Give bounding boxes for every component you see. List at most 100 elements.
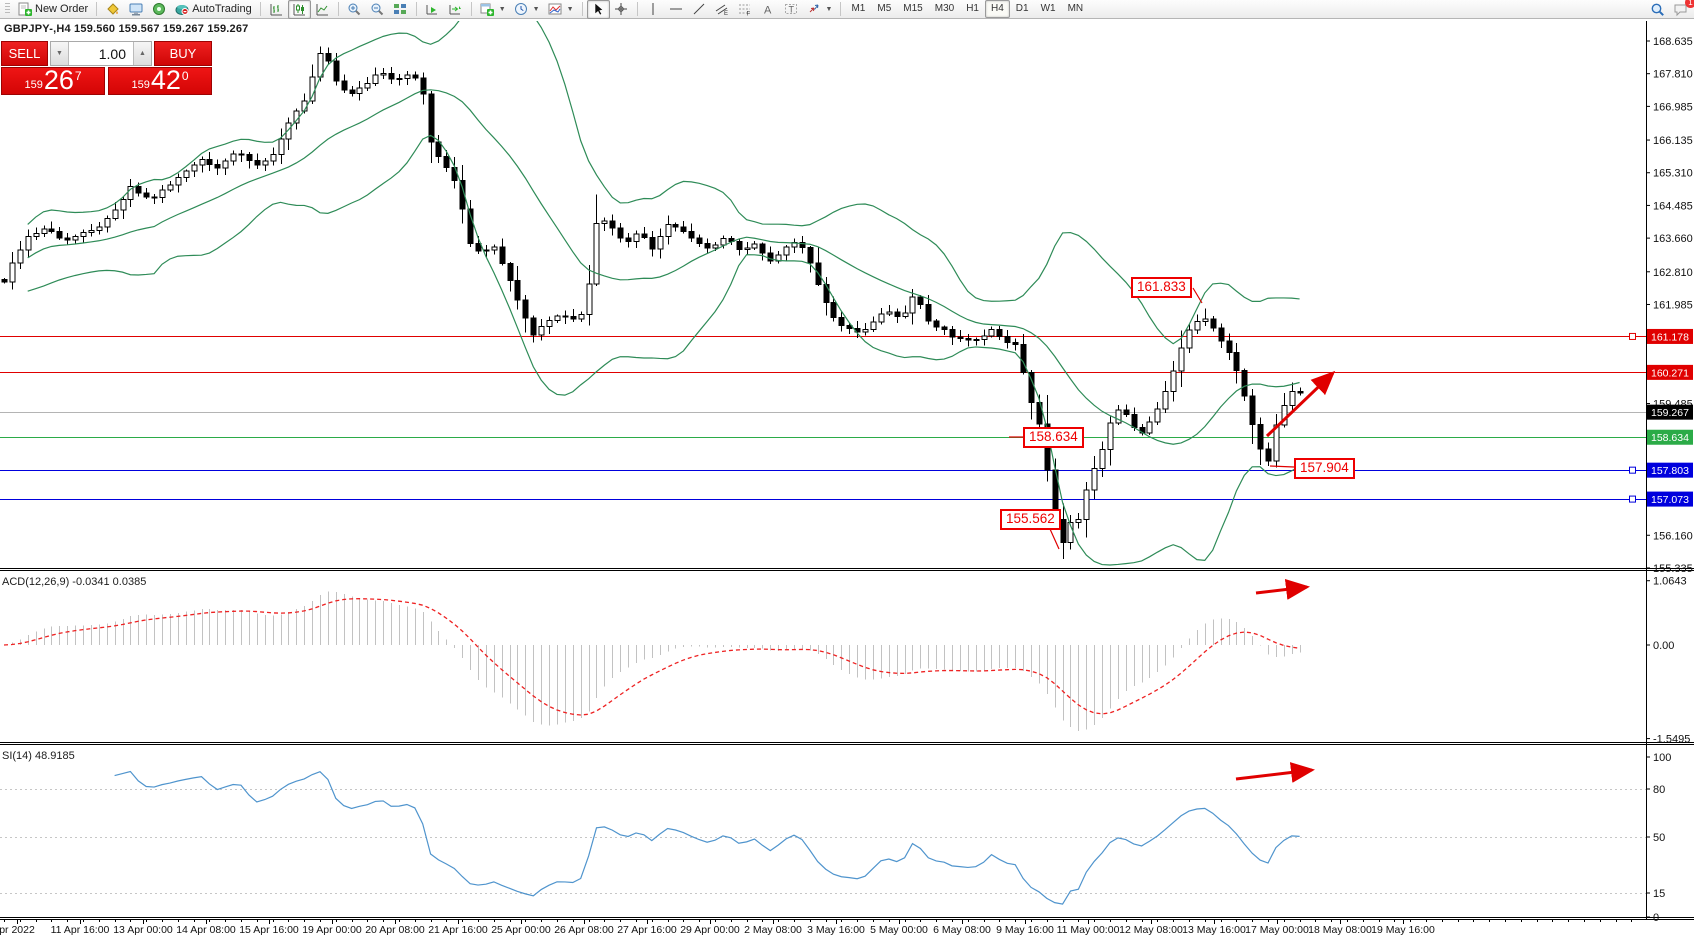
autotrading-button[interactable]: AutoTrading: [170, 0, 256, 19]
timeframe-button-w1[interactable]: W1: [1040, 3, 1056, 14]
trendline-icon: [692, 2, 707, 17]
periods-button[interactable]: ▼: [510, 0, 544, 19]
timeframe-button-d1[interactable]: D1: [1015, 3, 1029, 14]
price-annotation-box[interactable]: 157.904: [1294, 458, 1355, 479]
trendline-button[interactable]: [688, 0, 711, 19]
search-button[interactable]: [1646, 0, 1669, 19]
sell-button[interactable]: SELL: [1, 41, 48, 66]
line-handle[interactable]: [1629, 332, 1636, 340]
price-annotation-box[interactable]: 158.634: [1023, 427, 1084, 448]
dropdown-caret: ▼: [532, 5, 540, 13]
bollinger-bands: [27, 21, 1300, 566]
trend-arrow: [1235, 762, 1315, 783]
chart-line-button[interactable]: [311, 0, 334, 19]
toolbar: New Order AutoTrading ▼ ▼ ▼: [0, 0, 1694, 19]
rsi-tick-label: 50: [1653, 832, 1665, 844]
sell-price[interactable]: 159 26 7: [1, 67, 105, 95]
fibonacci-button[interactable]: F: [734, 0, 757, 19]
auto-scroll-button[interactable]: [421, 0, 444, 19]
buy-price-prefix: 159: [131, 79, 150, 91]
price-tick-label: 162.810: [1653, 267, 1693, 279]
svg-text:T: T: [789, 5, 795, 15]
timeframe-button-h1[interactable]: H1: [966, 3, 979, 14]
macd-label: ACD(12,26,9) -0.0341 0.0385: [2, 576, 147, 588]
time-axis-label: 17 May 00:00: [1245, 924, 1309, 936]
cursor-button[interactable]: [586, 0, 610, 19]
time-axis-label: 29 Apr 00:00: [680, 924, 740, 936]
arrows-button[interactable]: ▼: [803, 0, 837, 19]
signals-button[interactable]: [147, 0, 170, 19]
horizontal-price-lines[interactable]: [0, 336, 1646, 500]
macd-tick-label: -1.5495: [1653, 734, 1690, 746]
cursor-icon: [591, 2, 606, 17]
separator: [636, 2, 638, 16]
time-axis-label: 6 May 08:00: [933, 924, 991, 936]
zoom-out-button[interactable]: [366, 0, 389, 19]
time-axis-label: 11 Apr 16:00: [51, 924, 110, 936]
price-annotation-box[interactable]: 161.833: [1131, 277, 1192, 298]
horizontal-line-button[interactable]: [665, 0, 688, 19]
chart-canvas[interactable]: 168.635 167.810 166.985 166.135 165.310 164.4…: [0, 20, 1694, 939]
time-axis-label: 25 Apr 00:00: [491, 924, 551, 936]
templates-button[interactable]: ▼: [544, 0, 578, 19]
text-button[interactable]: A: [757, 0, 780, 19]
styles-button[interactable]: [101, 0, 124, 19]
new-order-button[interactable]: New Order: [13, 0, 92, 19]
bar-chart-icon: [269, 2, 284, 17]
volume-stepper: ▼ 1.00 ▲: [50, 41, 152, 66]
buy-price[interactable]: 159 42 0: [108, 67, 212, 95]
indicator-axes: 1.0643 0.00 -1.5495 100 80 50 15 0: [1646, 576, 1690, 924]
zoom-in-button[interactable]: [343, 0, 366, 19]
channel-button[interactable]: E: [711, 0, 734, 19]
text-label-button[interactable]: T: [780, 0, 803, 19]
time-axis-label: 13 Apr 00:00: [113, 924, 173, 936]
timeframe-button-m15[interactable]: M15: [903, 3, 923, 14]
axis-price-flag: [1647, 491, 1693, 507]
price-tick-label: 165.310: [1653, 168, 1693, 180]
volume-value[interactable]: 1.00: [98, 45, 126, 62]
macd-histogram: [12, 591, 1301, 732]
time-axis-label: 19 May 16:00: [1371, 924, 1435, 936]
buy-price-big: 42: [150, 65, 181, 95]
price-tick-label: 156.160: [1653, 530, 1693, 542]
chart-window[interactable]: 168.635 167.810 166.985 166.135 165.310 164.4…: [0, 20, 1694, 939]
text-label-icon: T: [784, 2, 799, 17]
price-tick-label: 161.985: [1653, 299, 1693, 311]
chart-candles-button[interactable]: [287, 0, 311, 19]
chart-shift-button[interactable]: [444, 0, 467, 19]
new-order-label: New Order: [35, 3, 89, 15]
time-axis-label: 12 May 08:00: [1119, 924, 1183, 936]
pane-frame: [0, 21, 1694, 920]
macd-tick-label: 1.0643: [1653, 576, 1687, 588]
notification-badge: 1: [1685, 0, 1694, 8]
separator: [337, 2, 339, 16]
rsi-levels: [0, 789, 1646, 894]
timeframe-button-mn[interactable]: MN: [1067, 3, 1084, 14]
timeframe-button-m5[interactable]: M5: [877, 3, 892, 14]
buy-button[interactable]: BUY: [154, 41, 212, 66]
toolbar-grip[interactable]: [5, 3, 10, 15]
notifications-button[interactable]: 1: [1669, 0, 1694, 19]
timeframe-button-m30[interactable]: M30: [934, 3, 955, 14]
volume-increase-button[interactable]: ▲: [133, 42, 151, 65]
rsi-line: [114, 770, 1300, 905]
add-indicator-button[interactable]: ▼: [476, 0, 510, 19]
market-watch-button[interactable]: [124, 0, 147, 19]
tile-windows-button[interactable]: [389, 0, 412, 19]
chart-bars-button[interactable]: [265, 0, 288, 19]
separator: [840, 2, 842, 16]
crosshair-button[interactable]: [610, 0, 633, 19]
paint-bucket-icon: [105, 2, 120, 17]
volume-decrease-button[interactable]: ▼: [51, 42, 69, 65]
trend-arrow: [1265, 370, 1336, 438]
time-axis-label: 14 Apr 08:00: [176, 924, 236, 936]
axis-price-flag-label: 157.803: [1651, 465, 1689, 477]
price-tick-label: 164.485: [1653, 200, 1693, 212]
price-annotation-box[interactable]: 155.562: [1000, 509, 1061, 530]
vertical-line-button[interactable]: [642, 0, 665, 19]
timeframe-button-h4[interactable]: H4: [984, 0, 1010, 18]
chart-shift-icon: [448, 2, 463, 17]
line-handle[interactable]: [1629, 495, 1636, 503]
line-handle[interactable]: [1629, 466, 1636, 474]
timeframe-button-m1[interactable]: M1: [851, 3, 866, 14]
